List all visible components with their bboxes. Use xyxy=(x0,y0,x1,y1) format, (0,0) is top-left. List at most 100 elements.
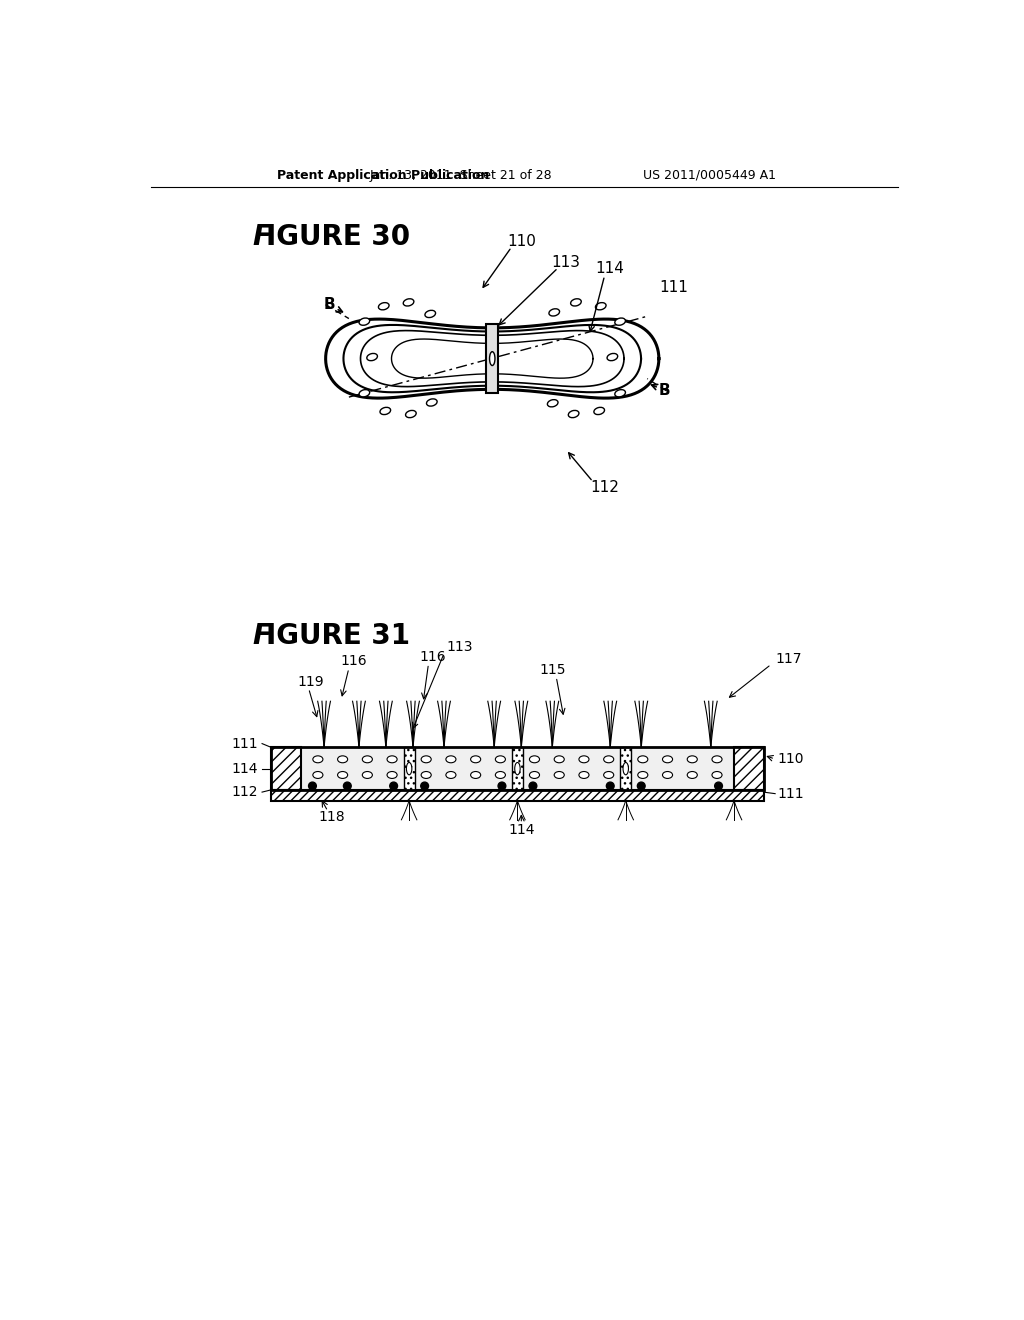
Text: 116: 116 xyxy=(340,655,367,668)
Circle shape xyxy=(529,781,537,789)
Text: 112: 112 xyxy=(231,785,258,799)
Text: B: B xyxy=(658,383,670,399)
Ellipse shape xyxy=(313,771,323,779)
Ellipse shape xyxy=(425,310,435,318)
Bar xyxy=(271,789,764,800)
Text: 114: 114 xyxy=(231,762,258,776)
Circle shape xyxy=(606,781,614,789)
Ellipse shape xyxy=(712,771,722,779)
Ellipse shape xyxy=(595,302,606,310)
Ellipse shape xyxy=(496,756,506,763)
Text: IGURE 31: IGURE 31 xyxy=(266,622,410,649)
Text: 114: 114 xyxy=(508,822,535,837)
Text: IGURE 30: IGURE 30 xyxy=(266,223,410,251)
Ellipse shape xyxy=(445,771,456,779)
Text: 112: 112 xyxy=(590,479,620,495)
Ellipse shape xyxy=(663,756,673,763)
Text: 111: 111 xyxy=(658,280,688,296)
Ellipse shape xyxy=(426,399,437,407)
Bar xyxy=(512,747,523,789)
Ellipse shape xyxy=(359,318,370,325)
Ellipse shape xyxy=(570,298,582,306)
Bar xyxy=(271,747,764,789)
Ellipse shape xyxy=(379,302,389,310)
Text: 115: 115 xyxy=(539,664,565,677)
Ellipse shape xyxy=(380,408,390,414)
Circle shape xyxy=(498,781,506,789)
Circle shape xyxy=(308,781,316,789)
Circle shape xyxy=(715,781,722,789)
Circle shape xyxy=(637,781,645,789)
Ellipse shape xyxy=(604,756,613,763)
Ellipse shape xyxy=(362,771,373,779)
Bar xyxy=(734,747,764,789)
Ellipse shape xyxy=(471,771,480,779)
Circle shape xyxy=(343,781,351,789)
Ellipse shape xyxy=(568,411,579,417)
Ellipse shape xyxy=(554,756,564,763)
Ellipse shape xyxy=(614,389,626,397)
Polygon shape xyxy=(326,319,658,399)
Text: Jan. 13, 2011  Sheet 21 of 28: Jan. 13, 2011 Sheet 21 of 28 xyxy=(370,169,553,182)
Bar xyxy=(403,747,415,789)
Ellipse shape xyxy=(549,309,559,315)
Ellipse shape xyxy=(638,771,648,779)
Ellipse shape xyxy=(687,756,697,763)
Text: B: B xyxy=(324,297,335,313)
Ellipse shape xyxy=(496,771,506,779)
Circle shape xyxy=(421,781,428,789)
Ellipse shape xyxy=(687,771,697,779)
Bar xyxy=(621,747,631,789)
Ellipse shape xyxy=(367,354,378,360)
Ellipse shape xyxy=(554,771,564,779)
Text: US 2011/0005449 A1: US 2011/0005449 A1 xyxy=(643,169,776,182)
Ellipse shape xyxy=(313,756,323,763)
Bar xyxy=(486,323,499,393)
Ellipse shape xyxy=(489,351,495,366)
Ellipse shape xyxy=(529,756,540,763)
Text: 118: 118 xyxy=(318,809,345,824)
Ellipse shape xyxy=(607,354,617,360)
Text: 113: 113 xyxy=(551,255,581,269)
Ellipse shape xyxy=(338,756,347,763)
Ellipse shape xyxy=(471,756,480,763)
Bar xyxy=(271,747,764,789)
Ellipse shape xyxy=(403,298,414,306)
Ellipse shape xyxy=(387,756,397,763)
Bar xyxy=(271,747,301,789)
Text: Patent Application Publication: Patent Application Publication xyxy=(276,169,489,182)
Ellipse shape xyxy=(421,756,431,763)
Ellipse shape xyxy=(338,771,347,779)
Ellipse shape xyxy=(548,400,558,407)
Ellipse shape xyxy=(515,763,520,775)
Text: F: F xyxy=(252,223,271,251)
Ellipse shape xyxy=(445,756,456,763)
Ellipse shape xyxy=(594,408,604,414)
Text: 114: 114 xyxy=(596,261,625,276)
Ellipse shape xyxy=(579,771,589,779)
Text: 119: 119 xyxy=(297,675,324,689)
Ellipse shape xyxy=(529,771,540,779)
Ellipse shape xyxy=(579,756,589,763)
Ellipse shape xyxy=(614,318,626,325)
Ellipse shape xyxy=(407,763,412,775)
Text: 110: 110 xyxy=(507,234,537,249)
Text: 117: 117 xyxy=(775,652,802,665)
Ellipse shape xyxy=(387,771,397,779)
Text: 110: 110 xyxy=(777,752,804,766)
Ellipse shape xyxy=(604,771,613,779)
Ellipse shape xyxy=(638,756,648,763)
Text: 113: 113 xyxy=(446,640,473,655)
Text: 111: 111 xyxy=(777,787,804,801)
Ellipse shape xyxy=(359,389,370,397)
Ellipse shape xyxy=(421,771,431,779)
Text: 116: 116 xyxy=(419,649,445,664)
Text: F: F xyxy=(252,622,271,649)
Ellipse shape xyxy=(712,756,722,763)
Ellipse shape xyxy=(623,763,629,775)
Ellipse shape xyxy=(406,411,416,417)
Ellipse shape xyxy=(663,771,673,779)
Text: 111: 111 xyxy=(231,737,258,751)
Circle shape xyxy=(390,781,397,789)
Ellipse shape xyxy=(362,756,373,763)
